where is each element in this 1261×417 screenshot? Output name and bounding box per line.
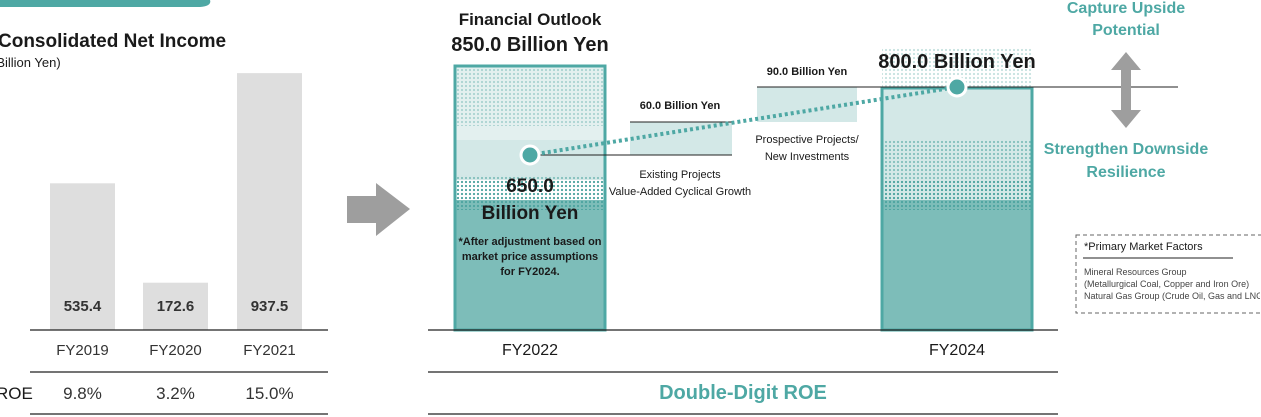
target-marker-dot: [946, 76, 968, 98]
cat-label-fy2024: FY2024: [928, 342, 986, 359]
base-value: 650.0: [506, 176, 554, 197]
roe-value-fy2019: 9.8%: [63, 384, 102, 403]
step2-desc-line2: New Investments: [764, 151, 850, 163]
bar-fy2019: [50, 183, 115, 330]
value-label-fy2020: 172.6: [156, 298, 195, 315]
updown-arrow-icon: [1111, 52, 1141, 128]
step1-desc-line1: Existing Projects: [639, 169, 721, 181]
adjustment-note: *After adjustment based on market price …: [458, 236, 602, 278]
target-value: 800.0 Billion Yen: [878, 51, 1036, 73]
growth-trend-line: [529, 85, 958, 157]
cat-label-fy2022: FY2022: [501, 342, 559, 359]
bar-fy2022: [453, 64, 607, 332]
downside-line1: Strengthen Downside: [1043, 141, 1209, 158]
transition-arrow-icon: [347, 183, 410, 236]
roe-row-label: ROE: [0, 384, 33, 403]
factors-box: [1075, 234, 1261, 314]
factors-line3: Natural Gas Group (Crude Oil, Gas and LN…: [1084, 291, 1260, 301]
step1-label: 60.0 Billion Yen: [639, 100, 721, 112]
upside-line1: Capture Upside: [1066, 0, 1186, 17]
left-chart-title: Consolidated Net Income: [0, 31, 227, 52]
outlook-value: 850.0 Billion Yen: [451, 34, 609, 56]
roe-value-fy2020: 3.2%: [156, 384, 195, 403]
value-label-fy2021: 937.5: [250, 298, 289, 315]
value-label-fy2019: 535.4: [63, 298, 102, 315]
roe-value-fy2021: 15.0%: [245, 384, 294, 403]
cat-label-fy2020: FY2020: [149, 342, 202, 359]
outlook-title: Financial Outlook: [458, 10, 602, 29]
upside-line2: Potential: [1092, 22, 1160, 39]
bar-fy2020: [143, 282, 208, 330]
factors-line1: Mineral Resources Group: [1084, 267, 1187, 277]
cat-label-fy2021: FY2021: [243, 342, 296, 359]
step2-label: 90.0 Billion Yen: [766, 66, 848, 78]
header-tab-decoration: [0, 0, 211, 7]
step1-desc-line2: Value-Added Cyclical Growth: [608, 186, 752, 198]
base-marker-dot: [519, 144, 541, 166]
factors-title: *Primary Market Factors: [1084, 241, 1203, 253]
bar-fy2021: [237, 73, 302, 330]
double-digit-roe: Double-Digit ROE: [659, 382, 827, 404]
downside-line2: Resilience: [1086, 164, 1166, 181]
step2-desc-line1: Prospective Projects/: [755, 134, 859, 146]
factors-line2: (Metallurgical Coal, Copper and Iron Ore…: [1084, 279, 1250, 289]
left-chart-unit: (Billion Yen): [0, 55, 61, 70]
base-unit: Billion Yen: [481, 203, 579, 224]
cat-label-fy2019: FY2019: [56, 342, 109, 359]
